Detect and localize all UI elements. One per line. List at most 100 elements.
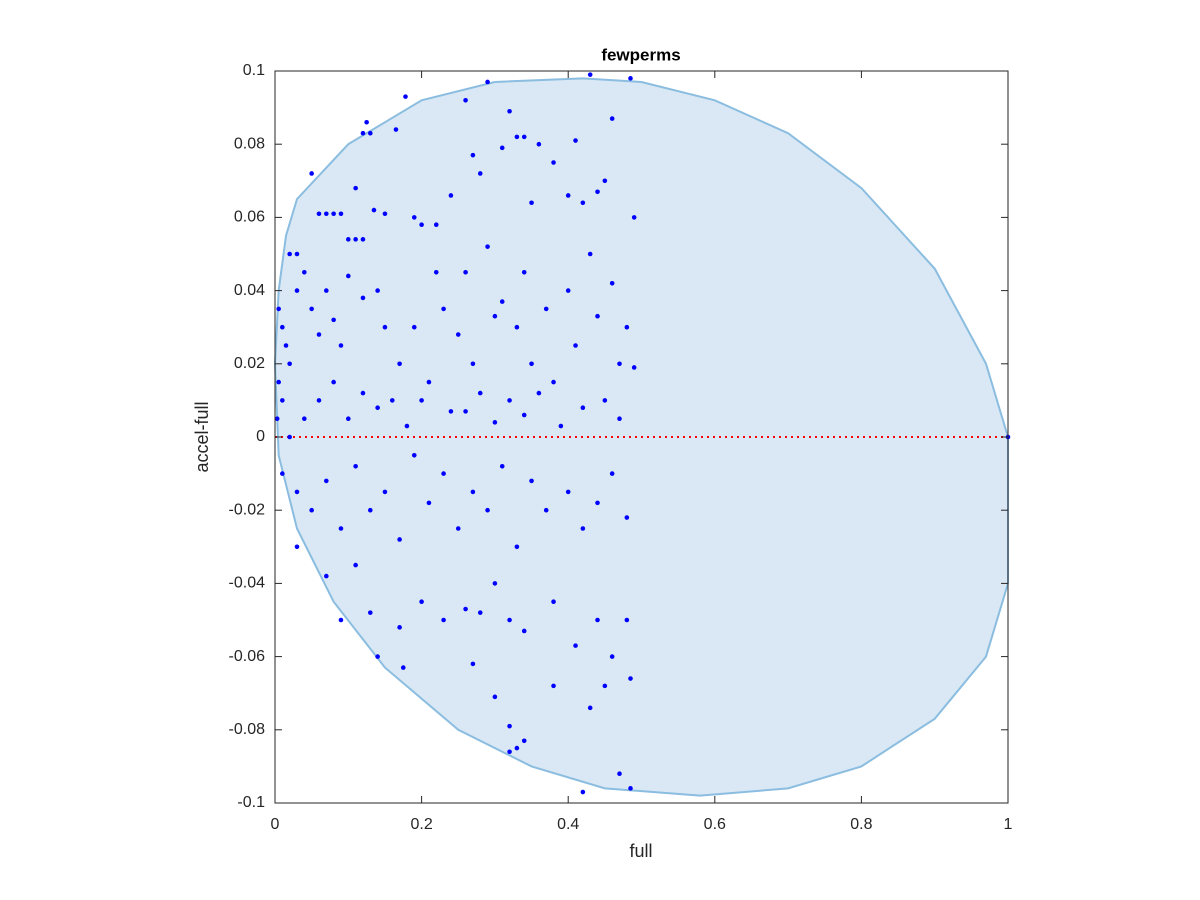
point bbox=[448, 193, 454, 198]
point bbox=[551, 599, 556, 604]
point bbox=[507, 108, 512, 114]
point bbox=[551, 379, 556, 385]
point bbox=[595, 313, 600, 319]
point bbox=[587, 251, 593, 257]
point bbox=[324, 211, 329, 217]
point bbox=[389, 398, 395, 403]
point bbox=[587, 72, 593, 77]
point bbox=[580, 405, 586, 411]
y-tick-label: 0 bbox=[256, 428, 265, 445]
point bbox=[331, 317, 336, 323]
y-tick-label: 0.08 bbox=[234, 135, 265, 152]
point bbox=[551, 683, 556, 689]
point bbox=[514, 544, 520, 550]
point bbox=[338, 211, 344, 217]
point bbox=[360, 390, 366, 396]
point bbox=[499, 145, 505, 151]
y-tick-label: 0.06 bbox=[234, 209, 265, 226]
y-tick-label: -0.04 bbox=[229, 575, 266, 592]
x-tick-label: 0.4 bbox=[557, 816, 579, 833]
point bbox=[367, 130, 373, 136]
point bbox=[411, 215, 417, 220]
point bbox=[507, 723, 512, 729]
point bbox=[455, 332, 461, 337]
point bbox=[587, 705, 593, 711]
point bbox=[324, 573, 329, 579]
point bbox=[573, 643, 578, 648]
point bbox=[628, 786, 633, 791]
point bbox=[403, 94, 408, 99]
point bbox=[302, 270, 307, 275]
point bbox=[624, 324, 630, 330]
point bbox=[507, 398, 512, 403]
point bbox=[441, 617, 446, 623]
point bbox=[492, 581, 498, 586]
point bbox=[375, 405, 380, 411]
point bbox=[463, 409, 468, 414]
point bbox=[283, 343, 289, 348]
point bbox=[294, 288, 300, 293]
x-tick-label: 0.8 bbox=[850, 816, 872, 833]
point bbox=[565, 288, 571, 293]
x-tick-label: 0.6 bbox=[704, 816, 726, 833]
y-tick-label: -0.1 bbox=[237, 794, 265, 811]
point bbox=[631, 365, 637, 370]
point bbox=[364, 119, 369, 125]
point bbox=[338, 343, 344, 348]
point bbox=[411, 453, 417, 458]
point bbox=[287, 251, 292, 257]
point bbox=[302, 416, 307, 422]
point bbox=[463, 270, 468, 275]
point bbox=[470, 489, 476, 495]
point bbox=[426, 500, 432, 506]
point bbox=[463, 97, 468, 103]
point bbox=[287, 434, 292, 440]
point bbox=[280, 398, 285, 403]
point bbox=[367, 507, 373, 513]
point bbox=[536, 390, 542, 396]
y-tick-label: -0.02 bbox=[229, 501, 266, 518]
point bbox=[382, 489, 388, 495]
point bbox=[360, 130, 366, 136]
point bbox=[338, 526, 344, 531]
point bbox=[521, 134, 527, 140]
point bbox=[294, 544, 300, 550]
point bbox=[419, 398, 424, 403]
point bbox=[580, 200, 586, 206]
point bbox=[331, 379, 336, 385]
x-tick-label: 1 bbox=[1004, 816, 1013, 833]
point bbox=[477, 171, 483, 176]
point bbox=[448, 409, 454, 414]
point bbox=[309, 306, 314, 312]
point bbox=[404, 423, 410, 429]
point bbox=[477, 610, 483, 615]
point bbox=[580, 789, 586, 795]
point bbox=[492, 420, 498, 425]
point bbox=[628, 76, 633, 81]
point bbox=[338, 617, 344, 623]
point bbox=[463, 606, 468, 612]
point bbox=[485, 507, 490, 513]
point bbox=[360, 295, 366, 301]
point bbox=[433, 222, 439, 228]
point bbox=[609, 654, 615, 659]
point bbox=[609, 116, 615, 121]
point bbox=[346, 416, 351, 422]
point bbox=[316, 398, 322, 403]
point bbox=[529, 361, 534, 367]
point bbox=[595, 189, 600, 195]
point bbox=[529, 200, 534, 206]
point bbox=[280, 471, 285, 476]
point bbox=[609, 471, 615, 476]
point bbox=[521, 628, 527, 634]
point bbox=[331, 211, 336, 217]
point bbox=[309, 507, 314, 513]
point bbox=[360, 237, 366, 242]
point bbox=[543, 507, 549, 513]
point bbox=[485, 79, 490, 85]
point bbox=[309, 171, 314, 176]
point bbox=[382, 211, 388, 217]
point bbox=[375, 654, 380, 659]
point bbox=[565, 193, 571, 198]
